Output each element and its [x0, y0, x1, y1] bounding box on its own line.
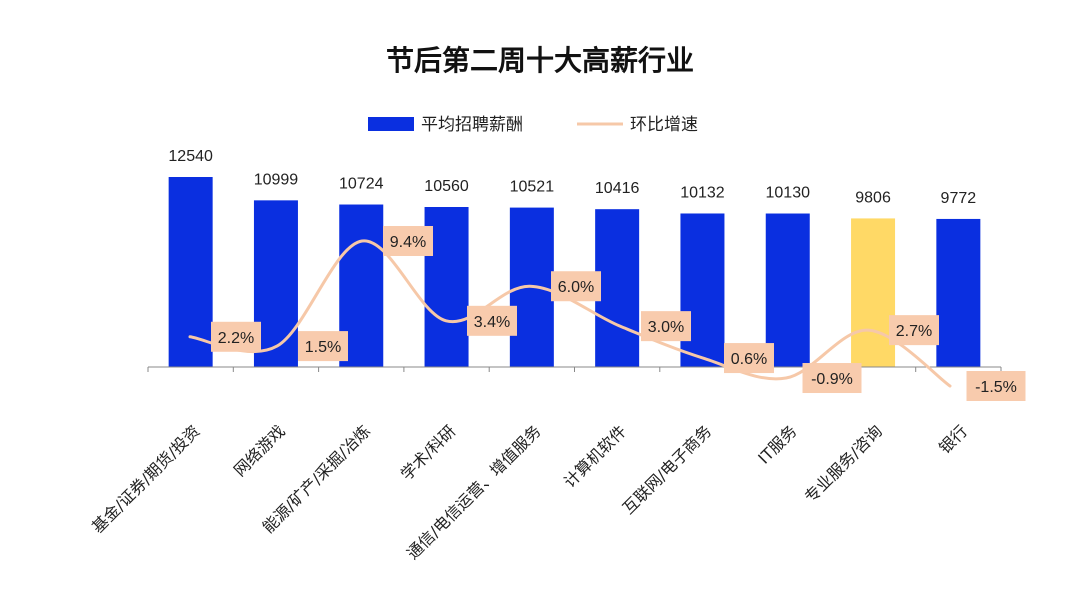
- bar: [936, 218, 981, 367]
- rate-label-box: [298, 331, 348, 362]
- rate-label: -1.5%: [975, 379, 1017, 396]
- bar-value-label: 10999: [254, 171, 299, 188]
- rate-label-box: [889, 315, 939, 346]
- rate-label: -0.9%: [811, 371, 853, 388]
- rate-label-box: [551, 271, 601, 302]
- rate-label: 2.2%: [218, 330, 254, 347]
- legend: 平均招聘薪酬 环比增速: [368, 115, 698, 135]
- rate-label: 1.5%: [305, 339, 341, 356]
- rate-label-box: [641, 311, 691, 342]
- plot-area: 12540 10999 10724 10560 10521 10416 10132 10130…: [88, 148, 1026, 563]
- category-label: IT服务: [754, 421, 800, 467]
- bar-value-label: 10724: [339, 176, 384, 193]
- bar-value-label: 9806: [855, 189, 891, 206]
- rate-label: 0.6%: [731, 351, 767, 368]
- bar: [595, 209, 640, 367]
- bar-value-label: 10132: [680, 184, 725, 201]
- bar: [168, 177, 213, 367]
- bar-value-label: 10560: [424, 178, 469, 195]
- category-label: 基金/证券/期货/投资: [88, 421, 203, 536]
- rate-label-box: [467, 305, 517, 336]
- bar-value-label: 10130: [766, 185, 811, 202]
- category-label: 互联网/电子商务: [619, 421, 715, 517]
- chart-title: 节后第二周十大高薪行业: [386, 44, 694, 77]
- rate-label: 9.4%: [390, 234, 426, 251]
- bar-value-label: 10416: [595, 180, 640, 197]
- rate-label-box: [383, 226, 433, 256]
- rate-label-box: [966, 371, 1026, 401]
- category-label: 计算机软件: [560, 421, 630, 491]
- bar: [253, 200, 298, 367]
- bar-value-label: 10521: [510, 179, 555, 196]
- bar: [851, 218, 896, 367]
- rate-label-box: [724, 343, 774, 374]
- legend-label-line: 环比增速: [630, 115, 698, 135]
- legend-label-bar: 平均招聘薪酬: [421, 115, 523, 135]
- rate-label: 3.0%: [648, 319, 684, 336]
- rate-label: 3.4%: [474, 314, 510, 331]
- bar-value-label: 12540: [168, 148, 213, 165]
- category-label: 学术/科研: [397, 421, 460, 484]
- category-label: 网络游戏: [230, 421, 289, 480]
- category-label: 银行: [935, 421, 971, 457]
- category-label: 专业服务/咨询: [801, 421, 886, 506]
- rate-label: 6.0%: [558, 279, 594, 296]
- bar-value-label: 9772: [941, 190, 977, 207]
- legend-swatch-bar: [368, 117, 414, 131]
- rate-label-box: [211, 321, 261, 352]
- bar: [680, 213, 725, 367]
- rate-label-box: [802, 363, 862, 394]
- bar: [765, 213, 810, 367]
- rate-label: 2.7%: [896, 323, 932, 340]
